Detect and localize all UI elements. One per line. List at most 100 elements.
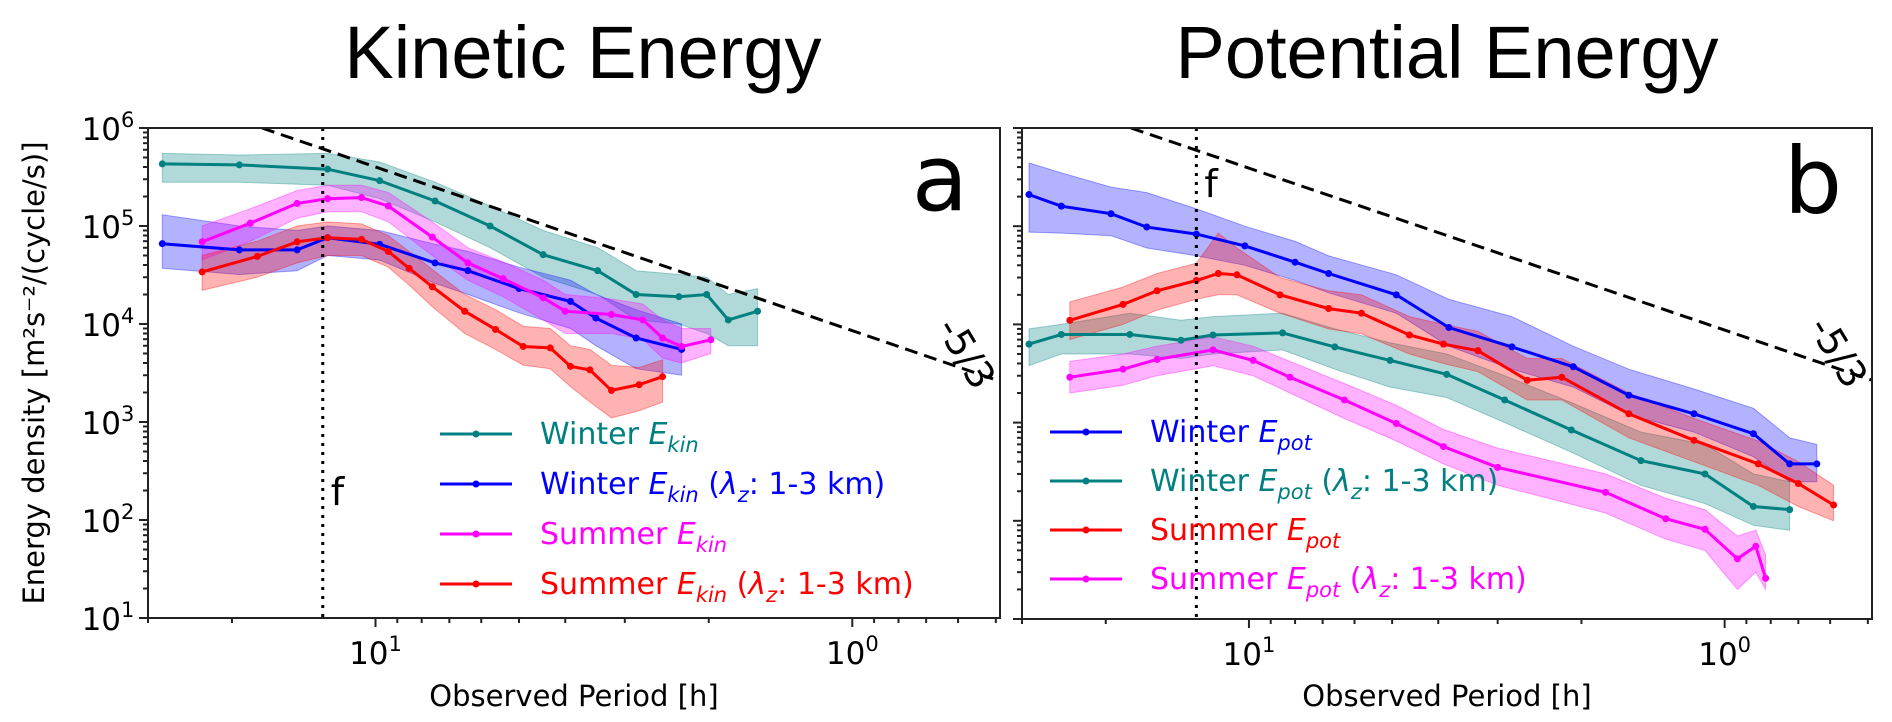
data-point [1209,346,1217,354]
legend-qualifier-open: ( [1340,562,1361,597]
tick-base: 10 [82,602,121,638]
x-tick-label: 101 [349,632,402,672]
legend-label: Summer Epot [1150,513,1341,553]
legend-qualifier-subscript: z [1378,578,1391,602]
data-point [607,386,615,394]
data-point [1474,347,1482,355]
panel-a-title: Kinetic Energy [344,11,821,94]
series-band-2 [201,184,712,364]
legend-symbol: E [677,517,696,552]
data-point [253,252,261,260]
data-point [1701,470,1709,478]
data-point [1119,300,1127,308]
y-tick-label: 105 [82,206,135,246]
data-point [324,195,332,203]
series-line-1 [162,236,682,351]
data-point [1567,426,1575,434]
legend-name: Summer [540,567,677,602]
legend-label: Summer Ekin [540,517,727,557]
x-tick-label: 101 [1223,633,1276,673]
data-point [428,233,436,241]
legend-label: Winter Epot (λz: 1-3 km) [1150,464,1498,504]
legend-swatch-marker [1082,428,1090,436]
legend-item: Summer Epot (λz: 1-3 km) [1050,562,1527,602]
data-point [639,316,647,324]
data-point [158,160,166,168]
tick-exponent: 0 [865,632,878,656]
data-point [1445,323,1453,331]
data-point [1107,210,1115,218]
data-point [246,219,254,227]
legend-label: Winter Ekin (λz: 1-3 km) [540,467,885,507]
data-point [539,294,547,302]
data-point [607,311,615,319]
data-point [492,325,500,333]
series-band-3 [1069,336,1767,592]
data-point [235,161,243,169]
legend-name: Winter [540,417,648,452]
data-point [1637,457,1645,465]
legend-swatch-marker [472,580,480,588]
legend-swatch-marker [1082,477,1090,485]
data-point [519,342,527,350]
data-point [357,194,365,202]
data-point [566,297,574,305]
data-point [1143,223,1151,231]
data-point [635,381,643,389]
legend-swatch-marker [472,530,480,538]
data-point [1025,191,1033,199]
series-band-0 [161,152,759,347]
legend-qualifier-text: : 1-3 km) [1362,464,1498,499]
data-point [431,197,439,205]
legend-qualifier-text: : 1-3 km) [749,467,885,502]
legend-subscript: pot [1276,480,1312,504]
series-band-1 [161,214,683,376]
data-point [1392,291,1400,299]
axes-frame [147,127,1001,619]
data-point [1325,269,1333,277]
tick-base: 10 [826,636,865,672]
data-point [632,334,640,342]
legend-symbol: E [1287,513,1306,548]
legend-name: Summer [540,517,677,552]
data-point [357,235,365,243]
legend-name: Winter [1150,464,1258,499]
inertial-period-label: f [1204,162,1219,206]
data-point [1508,343,1516,351]
reference-slope-line [1130,128,1872,382]
x-tick-label: 100 [826,632,879,672]
data-point [1794,479,1802,487]
tick-base: 10 [82,210,121,246]
legend-swatch-marker [472,430,480,438]
data-point [675,293,683,301]
legend-name: Winter [540,467,648,502]
legend-symbol: E [677,567,696,602]
panel-b-title: Potential Energy [1175,11,1718,94]
data-point [1813,460,1821,468]
legend-symbol: E [648,467,667,502]
legend-symbol: E [1287,562,1306,597]
data-point [1192,276,1200,284]
legend-symbol: E [648,417,667,452]
data-point [1153,287,1161,295]
data-point [1386,356,1394,364]
legend-item: Winter Epot [1050,415,1313,455]
data-point [754,307,762,315]
tick-base: 10 [1698,637,1737,673]
data-point [707,336,715,344]
legend-item: Summer Ekin [440,517,727,557]
tick-base: 10 [82,504,121,540]
data-point [1192,230,1200,238]
legend-name: Winter [1150,415,1258,450]
data-point [1501,396,1509,404]
reference-slope-line [261,128,1000,383]
tick-exponent: 2 [121,500,134,524]
data-point [1241,242,1249,250]
plot-area [1025,128,1872,619]
panel-label: a [912,125,968,232]
legend-subscript: kin [696,583,727,607]
data-point [1690,410,1698,418]
data-point [546,344,554,352]
data-point [1209,331,1217,339]
